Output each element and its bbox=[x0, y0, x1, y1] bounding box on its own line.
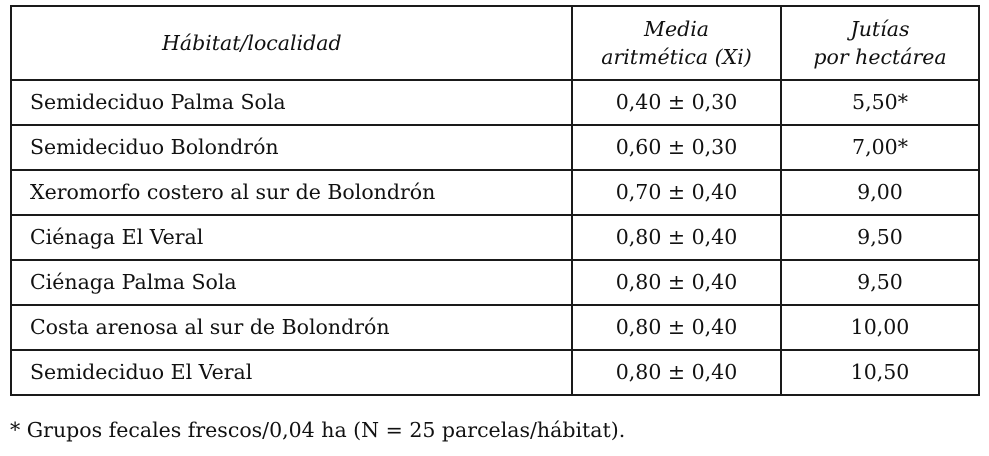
cell-media: 0,80 ± 0,40 bbox=[571, 304, 782, 351]
table-footnote: * Grupos fecales frescos/0,04 ha (N = 25… bbox=[10, 418, 626, 442]
cell-media: 0,80 ± 0,40 bbox=[571, 259, 782, 306]
cell-jutias: 9,00 bbox=[780, 169, 980, 216]
cell-jutias: 5,50* bbox=[780, 79, 980, 126]
cell-jutias: 10,00 bbox=[780, 304, 980, 351]
cell-jutias: 10,50 bbox=[780, 349, 980, 396]
cell-habitat: Semideciduo Bolondrón bbox=[10, 124, 573, 171]
cell-habitat: Xeromorfo costero al sur de Bolondrón bbox=[10, 169, 573, 216]
header-habitat-label: Hábitat/localidad bbox=[162, 31, 342, 55]
habitat-density-table: Hábitat/localidad Media aritmética (Xi) … bbox=[10, 5, 980, 396]
header-jutias-line2: por hectárea bbox=[813, 45, 947, 69]
header-habitat: Hábitat/localidad bbox=[10, 5, 573, 81]
cell-jutias: 9,50 bbox=[780, 259, 980, 306]
cell-media: 0,60 ± 0,30 bbox=[571, 124, 782, 171]
cell-habitat: Ciénaga Palma Sola bbox=[10, 259, 573, 306]
table-row: Ciénaga El Veral 0,80 ± 0,40 9,50 bbox=[10, 214, 980, 261]
cell-media: 0,80 ± 0,40 bbox=[571, 349, 782, 396]
table-row: Semideciduo Palma Sola 0,40 ± 0,30 5,50* bbox=[10, 79, 980, 126]
cell-habitat: Semideciduo El Veral bbox=[10, 349, 573, 396]
cell-media: 0,70 ± 0,40 bbox=[571, 169, 782, 216]
cell-jutias: 7,00* bbox=[780, 124, 980, 171]
cell-media: 0,40 ± 0,30 bbox=[571, 79, 782, 126]
cell-habitat: Semideciduo Palma Sola bbox=[10, 79, 573, 126]
table-header: Hábitat/localidad Media aritmética (Xi) … bbox=[10, 5, 980, 81]
table-row: Ciénaga Palma Sola 0,80 ± 0,40 9,50 bbox=[10, 259, 980, 306]
table-row: Costa arenosa al sur de Bolondrón 0,80 ±… bbox=[10, 304, 980, 351]
header-row: Hábitat/localidad Media aritmética (Xi) … bbox=[10, 5, 980, 81]
table-row: Semideciduo El Veral 0,80 ± 0,40 10,50 bbox=[10, 349, 980, 396]
table-body: Semideciduo Palma Sola 0,40 ± 0,30 5,50*… bbox=[10, 79, 980, 396]
header-jutias-line1: Jutías bbox=[850, 17, 910, 41]
table-row: Semideciduo Bolondrón 0,60 ± 0,30 7,00* bbox=[10, 124, 980, 171]
header-jutias: Jutías por hectárea bbox=[780, 5, 980, 81]
header-media-line1: Media bbox=[643, 17, 710, 41]
cell-jutias: 9,50 bbox=[780, 214, 980, 261]
table-row: Xeromorfo costero al sur de Bolondrón 0,… bbox=[10, 169, 980, 216]
header-media: Media aritmética (Xi) bbox=[571, 5, 782, 81]
cell-media: 0,80 ± 0,40 bbox=[571, 214, 782, 261]
header-media-line2: aritmética (Xi) bbox=[601, 45, 752, 69]
cell-habitat: Costa arenosa al sur de Bolondrón bbox=[10, 304, 573, 351]
cell-habitat: Ciénaga El Veral bbox=[10, 214, 573, 261]
data-table-container: Hábitat/localidad Media aritmética (Xi) … bbox=[10, 5, 980, 396]
